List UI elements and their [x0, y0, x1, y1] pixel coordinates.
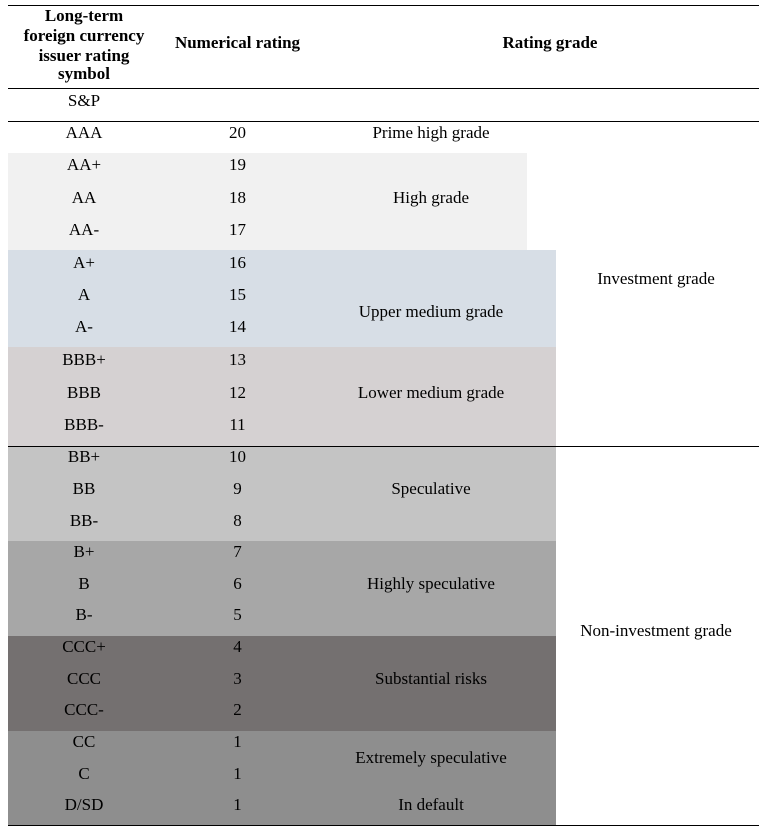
numerical-rating: 12 — [229, 383, 246, 402]
band-extremely-speculative — [8, 731, 556, 825]
numerical-rating: 1 — [233, 732, 242, 751]
header-symbol-line-3: issuer rating — [38, 46, 130, 65]
header-symbol-line-4: symbol — [58, 64, 110, 83]
rule-under-header — [8, 88, 759, 89]
numerical-rating: 7 — [233, 542, 242, 561]
rating-symbol: B- — [75, 605, 93, 624]
numerical-rating: 11 — [229, 415, 246, 434]
header-rating-grade: Rating grade — [502, 33, 598, 52]
rule-under-subheader — [8, 121, 759, 122]
rating-symbol: C — [78, 764, 90, 783]
rating-symbol: BB+ — [67, 447, 101, 466]
numerical-rating: 6 — [233, 574, 242, 593]
numerical-rating: 15 — [229, 285, 246, 304]
numerical-rating: 16 — [229, 253, 246, 272]
rule-investment-split — [8, 446, 759, 447]
rating-symbol: BBB+ — [62, 350, 106, 369]
category-non-investment-grade: Non-investment grade — [580, 621, 732, 640]
rule-top — [8, 5, 759, 6]
rating-symbol: AA+ — [66, 155, 102, 174]
grade-speculative: Speculative — [391, 479, 471, 498]
rating-symbol: BB- — [69, 511, 99, 530]
header-numerical-rating: Numerical rating — [174, 33, 301, 52]
rating-symbol: AA — [71, 188, 97, 207]
numerical-rating: 19 — [229, 155, 246, 174]
grade-extremely-speculative: Extremely speculative — [355, 748, 507, 767]
grade-high: High grade — [392, 188, 469, 207]
header-symbol-line-2: foreign currency — [23, 26, 145, 45]
numerical-rating: 2 — [233, 700, 242, 719]
band-substantial-risks — [8, 636, 556, 731]
numerical-rating: 1 — [233, 795, 242, 814]
header-symbol-line-1: Long-term — [44, 6, 124, 25]
numerical-rating: 18 — [229, 188, 246, 207]
rating-symbol: BBB- — [64, 415, 104, 434]
grade-lower-medium: Lower medium grade — [357, 383, 505, 402]
numerical-rating: 10 — [229, 447, 246, 466]
grade-prime-high: Prime high grade — [372, 123, 490, 142]
grade-substantial-risks: Substantial risks — [375, 669, 487, 688]
grade-upper-medium: Upper medium grade — [358, 302, 504, 321]
numerical-rating: 1 — [233, 764, 242, 783]
grade-highly-speculative: Highly speculative — [367, 574, 495, 593]
numerical-rating: 20 — [229, 123, 246, 142]
band-upper-medium-grade — [8, 250, 556, 347]
rating-symbol: BBB — [66, 383, 102, 402]
rating-symbol: D/SD — [64, 795, 104, 814]
numerical-rating: 5 — [233, 605, 242, 624]
numerical-rating: 3 — [233, 669, 242, 688]
rating-symbol: CCC- — [64, 700, 104, 719]
category-investment-grade: Investment grade — [597, 269, 715, 288]
band-highly-speculative — [8, 541, 556, 636]
band-high-grade — [8, 153, 527, 250]
rating-symbol: B+ — [73, 542, 95, 561]
subheader-sp: S&P — [67, 91, 101, 110]
rating-symbol: A+ — [73, 253, 95, 272]
rating-symbol: CCC — [66, 669, 102, 688]
band-speculative — [8, 446, 556, 541]
rating-symbol: AAA — [65, 123, 103, 142]
grade-in-default: In default — [398, 795, 464, 814]
numerical-rating: 8 — [233, 511, 242, 530]
rating-symbol: BB — [72, 479, 96, 498]
numerical-rating: 14 — [229, 317, 246, 336]
rating-symbol: B — [78, 574, 90, 593]
numerical-rating: 9 — [233, 479, 242, 498]
rating-symbol: CCC+ — [62, 637, 106, 656]
band-lower-medium-grade — [8, 347, 556, 446]
numerical-rating: 13 — [229, 350, 246, 369]
rating-symbol: AA- — [68, 220, 100, 239]
rule-bottom — [8, 825, 759, 826]
header-symbol: Long-term foreign currency issuer rating… — [8, 6, 160, 82]
rating-symbol: A- — [75, 317, 93, 336]
numerical-rating: 17 — [229, 220, 246, 239]
rating-symbol: CC — [72, 732, 96, 751]
numerical-rating: 4 — [233, 637, 242, 656]
rating-symbol: A — [77, 285, 91, 304]
